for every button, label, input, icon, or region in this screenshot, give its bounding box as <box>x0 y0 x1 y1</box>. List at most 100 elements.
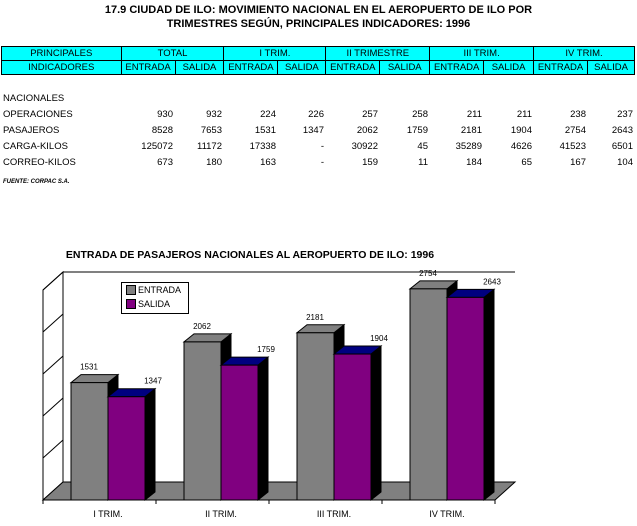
cell-value: 258 <box>412 108 428 120</box>
chart-gridline <box>42 439 64 459</box>
legend-item-salida: SALIDA <box>122 297 188 311</box>
cell-value: 8528 <box>151 124 173 136</box>
cell-value: 159 <box>362 156 378 168</box>
cell-value: 226 <box>308 108 324 120</box>
bar-salida <box>333 353 372 501</box>
cell-value: 2754 <box>564 124 586 136</box>
bar-entrada <box>70 382 109 501</box>
cell-value: 238 <box>570 108 586 120</box>
chart-gridline <box>42 271 64 291</box>
bar-salida <box>220 364 259 501</box>
bar-side <box>370 344 382 502</box>
bar-entrada <box>409 288 448 501</box>
header-sub-entrada: ENTRADA <box>533 60 589 75</box>
cell-value: 211 <box>466 108 482 120</box>
cell-value: 237 <box>617 108 633 120</box>
row-label: PASAJEROS <box>3 124 60 136</box>
cell-value: 224 <box>260 108 276 120</box>
bar-data-label: 1347 <box>144 377 162 386</box>
header-group-q3: III TRIM. <box>429 46 535 61</box>
cell-value: 45 <box>417 140 428 152</box>
row-label: CORREO-KILOS <box>3 156 76 168</box>
bar-data-label: 2643 <box>483 277 501 286</box>
cell-value: 1347 <box>302 124 324 136</box>
header-sub-salida: SALIDA <box>483 60 535 75</box>
section-label: NACIONALES <box>3 92 65 104</box>
cell-value: 7653 <box>200 124 222 136</box>
header-principales: PRINCIPALES <box>1 46 122 61</box>
legend-item-entrada: ENTRADA <box>122 283 188 297</box>
chart-left-wall <box>42 270 64 502</box>
chart-title: ENTRADA DE PASAJEROS NACIONALES AL AEROP… <box>65 249 435 261</box>
row-label: CARGA-KILOS <box>3 140 68 152</box>
bar-side <box>257 356 269 502</box>
legend-swatch-salida <box>126 299 136 309</box>
bar-salida <box>107 396 146 501</box>
cell-value: - <box>320 156 324 168</box>
header-sub-entrada: ENTRADA <box>429 60 485 75</box>
header-sub-entrada: ENTRADA <box>325 60 381 75</box>
cell-value: 41523 <box>559 140 586 152</box>
bar-data-label: 2181 <box>306 313 324 322</box>
header-sub-salida: SALIDA <box>174 60 225 75</box>
cell-value: 65 <box>521 156 532 168</box>
document-title-line1: 17.9 CIUDAD DE ILO: MOVIMIENTO NACIONAL … <box>104 4 533 16</box>
legend-label-salida: SALIDA <box>138 299 171 309</box>
bar-side <box>483 288 495 502</box>
cell-value: 257 <box>362 108 378 120</box>
indicators-table-body: NACIONALES OPERACIONES 930 932 224 226 257 258… <box>1 90 635 170</box>
chart-gridline <box>42 355 64 375</box>
x-tick-label: III TRIM. <box>317 509 351 519</box>
cell-value: 104 <box>617 156 633 168</box>
cell-value: 6501 <box>611 140 633 152</box>
cell-value: 17338 <box>249 140 276 152</box>
chart-gridline <box>42 313 64 333</box>
cell-value: 2062 <box>356 124 378 136</box>
cell-value: 167 <box>570 156 586 168</box>
row-label: OPERACIONES <box>3 108 73 120</box>
header-sub-entrada: ENTRADA <box>120 60 176 75</box>
cell-value: 673 <box>157 156 173 168</box>
header-group-q4: IV TRIM. <box>533 46 635 61</box>
cell-value: 184 <box>466 156 482 168</box>
indicators-table-header: PRINCIPALES TOTAL I TRIM. II TRIMESTRE I… <box>1 46 635 75</box>
cell-value: 11172 <box>196 140 222 152</box>
bar-entrada <box>296 332 335 501</box>
cell-value: 930 <box>157 108 173 120</box>
cell-value: 2643 <box>611 124 633 136</box>
bar-data-label: 1759 <box>257 345 275 354</box>
table-row: OPERACIONES 930 932 224 226 257 258 211 211 238 23… <box>1 106 635 122</box>
bar-side <box>144 387 156 502</box>
x-tick-label: II TRIM. <box>205 509 237 519</box>
header-group-q2: II TRIMESTRE <box>325 46 431 61</box>
cell-value: 180 <box>206 156 222 168</box>
table-row: CORREO-KILOS 673 180 163 - 159 11 184 65 167 104 <box>1 154 635 170</box>
bar-salida <box>446 296 485 501</box>
header-sub-salida: SALIDA <box>587 60 635 75</box>
cell-value: 4626 <box>510 140 532 152</box>
header-group-q1: I TRIM. <box>223 46 327 61</box>
cell-value: 125072 <box>141 140 173 152</box>
cell-value: 30922 <box>351 140 378 152</box>
chart-legend: ENTRADA SALIDA <box>121 282 189 314</box>
cell-value: 211 <box>516 108 532 120</box>
header-sub-salida: SALIDA <box>379 60 431 75</box>
cell-value: 1531 <box>254 124 276 136</box>
bar-entrada <box>183 341 222 501</box>
cell-value: 163 <box>260 156 276 168</box>
bar-data-label: 1904 <box>370 334 388 343</box>
cell-value: 932 <box>206 108 222 120</box>
cell-value: 35289 <box>455 140 482 152</box>
cell-value: 11 <box>418 156 428 168</box>
header-group-total: TOTAL <box>120 46 225 61</box>
cell-value: - <box>320 140 324 152</box>
x-tick-label: I TRIM. <box>93 509 122 519</box>
table-row: PASAJEROS 8528 7653 1531 1347 2062 1759 2181 190… <box>1 122 635 138</box>
cell-value: 1759 <box>406 124 428 136</box>
document-title-line2: TRIMESTRES SEGÚN, PRINCIPALES INDICADORE… <box>166 18 471 30</box>
header-indicadores: INDICADORES <box>1 60 122 75</box>
source-note: FUENTE: CORPAC S.A. <box>3 179 70 185</box>
bar-data-label: 1531 <box>80 363 98 372</box>
legend-swatch-entrada <box>126 285 136 295</box>
